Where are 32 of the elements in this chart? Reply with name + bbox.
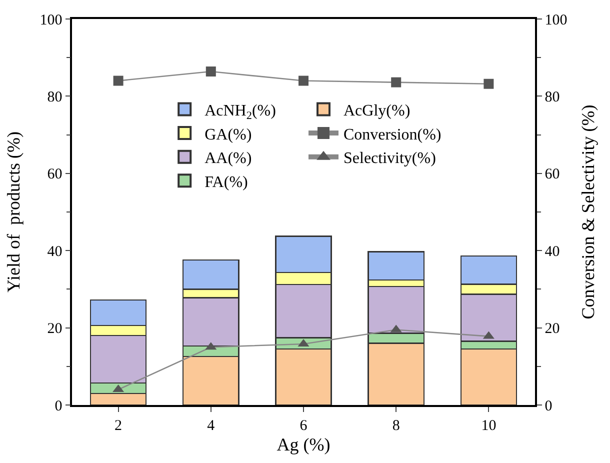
x-tick-label: 4 [207, 418, 216, 434]
legend-label: GA(%) [204, 126, 252, 144]
point [484, 78, 494, 89]
y-tick-label: 60 [47, 166, 62, 183]
y2-tick-label: 0 [544, 398, 552, 414]
legend-label: AcGly(%) [344, 102, 410, 120]
y-tick-label: 0 [54, 398, 62, 414]
y2-tick-label: 60 [544, 166, 560, 183]
y2-axis-title: Conversion & Selectivity (%) [578, 104, 598, 320]
point [113, 76, 124, 86]
y-tick-label: 100 [40, 12, 62, 28]
y-tick-label: 20 [47, 321, 62, 338]
x-tick-label: 10 [481, 418, 496, 434]
y2-tick-label: 20 [544, 321, 560, 338]
x-tick-label: 6 [300, 418, 308, 434]
x-tick-label: 8 [392, 418, 400, 434]
y2-tick-label: 80 [544, 89, 560, 106]
y2-tick-label: 40 [544, 244, 560, 260]
point [298, 76, 308, 86]
x-tick-label: 2 [114, 418, 122, 434]
x-axis-title: Ag (%) [276, 434, 330, 454]
legend-label: FA(%) [204, 174, 248, 191]
point [206, 66, 216, 76]
y-tick-label: 80 [47, 89, 62, 106]
legend-label: AcNH$_{2}$(%) [204, 102, 276, 122]
legend-label: Selectivity(%) [344, 150, 436, 168]
point [391, 77, 402, 88]
legend-label: Conversion(%) [344, 126, 442, 144]
y-tick-label: 40 [47, 244, 62, 260]
y2-tick-label: 100 [544, 12, 568, 28]
y-axis-title: Yield of products (%) [3, 132, 24, 292]
legend-label: AA(%) [204, 150, 252, 168]
